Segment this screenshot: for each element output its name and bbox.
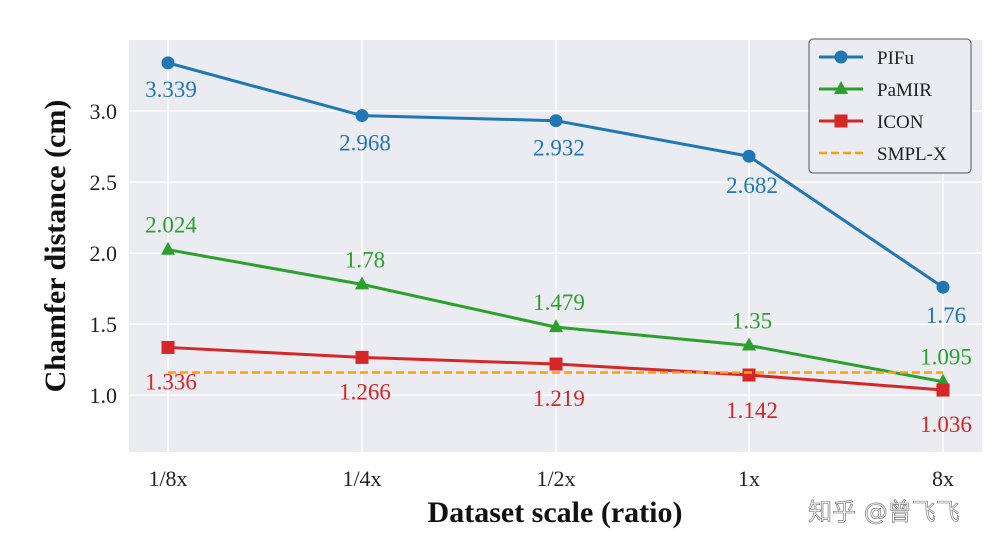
pamir-point (936, 373, 950, 387)
pamir-data-label: 1.78 (345, 247, 385, 272)
pamir-point (834, 81, 848, 94)
icon-data-label: 1.142 (726, 398, 778, 423)
legend-icon-label: ICON (877, 112, 924, 133)
icon-point (355, 350, 369, 364)
icon-point (742, 368, 756, 382)
icon-data-label: 1.266 (339, 379, 391, 404)
legend-pamir-label: PaMIR (877, 80, 932, 101)
legend-smpl-x-label: SMPL-X (877, 144, 947, 165)
data-labels: 3.339 2.968 2.932 2.682 1.76 2.024 1.78 1.479 1.… (145, 77, 972, 437)
x-axis-title: Dataset scale (ratio) (428, 496, 683, 529)
icon-point (936, 383, 950, 397)
pifu-point (742, 149, 756, 163)
pamir-point (161, 241, 175, 255)
y-tick-label: 1.5 (90, 312, 118, 337)
pamir-point (742, 337, 756, 351)
y-tick-label: 3.0 (90, 99, 118, 124)
legend-frame (808, 38, 972, 174)
y-tick-label: 2.5 (90, 170, 118, 195)
icon-point (834, 114, 848, 128)
watermark-text: 知乎 @曾飞飞 (808, 498, 960, 526)
icon-point (161, 340, 175, 354)
pifu-data-label: 1.76 (926, 303, 966, 328)
icon-point (549, 357, 563, 371)
pamir-point (549, 319, 563, 333)
pifu-point (161, 56, 175, 70)
pifu-data-label: 3.339 (145, 77, 197, 102)
series-layer (161, 56, 950, 397)
y-axis-title: Chamfer distance (cm) (39, 100, 72, 393)
pifu-data-label: 2.968 (339, 131, 391, 156)
pamir-data-label: 1.479 (533, 290, 585, 315)
legend: PIFu PaMIR ICON SMPL-X (808, 38, 972, 174)
pamir-data-label: 1.095 (920, 345, 972, 370)
icon-data-label: 1.036 (920, 412, 972, 437)
x-tick-label: 1x (738, 466, 760, 491)
pifu-point (936, 280, 950, 294)
y-tick-label: 2.0 (90, 241, 118, 266)
axis-ticks: 1/8x 1/4x 1/2x 1x 8x 1.0 1.5 2.0 2.5 3.0 (90, 99, 955, 491)
y-tick-label: 1.0 (90, 383, 118, 408)
x-tick-label: 1/8x (148, 466, 187, 491)
x-tick-label: 8x (932, 466, 954, 491)
pifu-data-label: 2.682 (726, 173, 778, 198)
pamir-data-label: 2.024 (145, 213, 197, 238)
pifu-data-label: 2.932 (533, 136, 585, 161)
pamir-point (355, 276, 369, 290)
pifu-point (834, 50, 848, 64)
x-tick-label: 1/2x (536, 466, 575, 491)
pifu-point (355, 109, 369, 123)
x-tick-label: 1/4x (342, 466, 381, 491)
icon-data-label: 1.219 (533, 386, 585, 411)
pifu-point (549, 114, 563, 128)
pamir-data-label: 1.35 (732, 308, 772, 333)
icon-data-label: 1.336 (145, 369, 197, 394)
legend-pifu-label: PIFu (877, 48, 914, 69)
